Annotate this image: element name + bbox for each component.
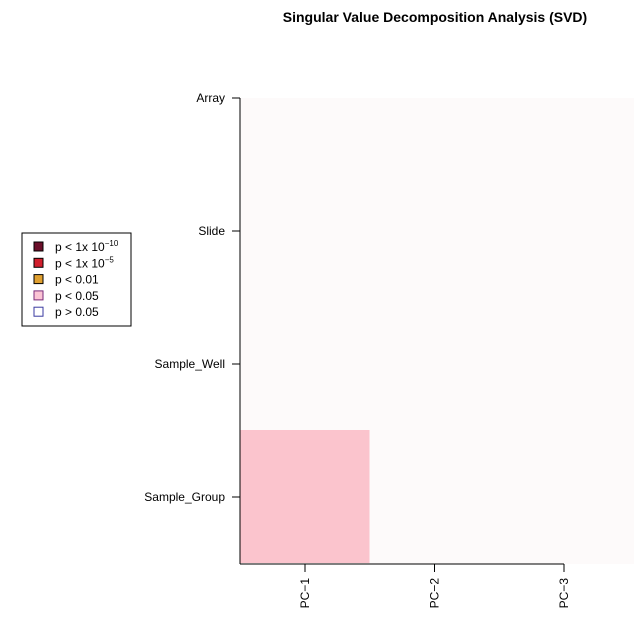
x-tick-label: PC−1 — [298, 578, 312, 609]
legend-label: p < 1x 10−10 — [55, 239, 119, 254]
legend-swatch — [33, 274, 44, 285]
legend-items: p < 1x 10−10p < 1x 10−5 p < 0.01 p < 0.05 p… — [33, 239, 119, 319]
y-tick-label: Sample_Well — [155, 357, 225, 371]
heatmap-cells — [240, 430, 370, 563]
legend-label: p < 0.01 — [55, 273, 99, 287]
y-tick-label: Sample_Group — [144, 490, 225, 504]
x-tick-label: PC−2 — [428, 578, 442, 609]
x-tick-label: PC−3 — [557, 578, 571, 609]
legend-swatch — [33, 290, 44, 301]
y-axis-ticks: Sample_Group Sample_Well Slide Array — [144, 91, 240, 504]
legend-swatch — [33, 257, 44, 268]
x-axis: PC−1 PC−2 PC−3 — [240, 563, 571, 608]
y-tick-label: Slide — [198, 224, 225, 238]
y-axis: Sample_Group Sample_Well Slide Array — [144, 91, 241, 564]
legend-label: p < 1x 10−5 — [55, 255, 114, 270]
x-axis-ticks: PC−1 PC−2 PC−3 — [298, 564, 571, 608]
heatmap-cell — [240, 430, 370, 563]
legend-swatch — [33, 306, 44, 317]
y-tick-label: Array — [196, 91, 225, 105]
legend-label: p < 0.05 — [55, 289, 99, 303]
legend-label: p > 0.05 — [55, 305, 99, 319]
legend-swatch — [33, 241, 44, 252]
chart-title: Singular Value Decomposition Analysis (S… — [283, 9, 587, 25]
legend: p < 1x 10−10p < 1x 10−5 p < 0.01 p < 0.05 p… — [21, 232, 132, 327]
